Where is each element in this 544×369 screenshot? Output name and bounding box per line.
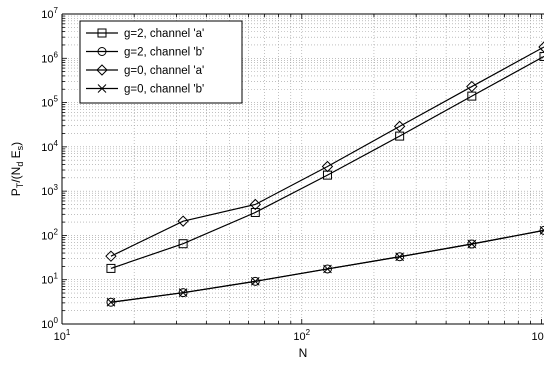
y-tick-label: 106 (41, 50, 58, 65)
data-point-diamond (177, 215, 189, 227)
series-line-2 (110, 46, 544, 257)
data-point-diamond (105, 250, 117, 262)
x-tick-label: 103 (532, 328, 544, 343)
series-markers (105, 41, 544, 307)
data-point-square (178, 239, 188, 249)
data-point-circle (178, 288, 188, 298)
data-point-x (106, 297, 116, 307)
data-point-square (250, 207, 260, 217)
legend-marker-square (97, 28, 107, 38)
y-tick-label: 102 (41, 227, 58, 242)
y-axis-label: PT​/(Nd​ Es​) (9, 142, 25, 196)
x-axis-label: N (299, 346, 308, 360)
data-point-circle (106, 297, 116, 307)
data-point-x (467, 239, 477, 249)
tick-labels: 100101102103104105106107101102103 (41, 6, 544, 343)
data-point-diamond (466, 80, 478, 93)
data-point-x (178, 288, 188, 298)
y-tick-label: 105 (41, 95, 58, 110)
data-point-x (395, 252, 405, 262)
data-point-x (539, 226, 544, 235)
y-tick-label: 100 (41, 316, 58, 331)
legend-box (79, 20, 243, 104)
legend-marker-circle (97, 47, 107, 56)
legend: g=2, channel 'a' g=2, channel 'b' g=0, cha… (79, 20, 243, 104)
data-point-circle (250, 276, 260, 286)
legend-entry-label: g=2, channel 'a' (124, 28, 204, 40)
series-line-0 (110, 55, 544, 269)
data-point-diamond (321, 160, 334, 173)
legend-entry-label: g=2, channel 'b' (124, 47, 204, 59)
data-point-circle (467, 239, 477, 249)
legend-marker-x (97, 84, 107, 93)
data-point-square (539, 51, 544, 61)
data-point-square (395, 131, 405, 141)
legend-marker-diamond (96, 64, 108, 76)
y-tick-label: 107 (41, 6, 58, 21)
y-tick-label: 103 (41, 183, 58, 198)
data-point-diamond (249, 198, 262, 211)
data-point-circle (322, 264, 332, 274)
axes (61, 13, 544, 325)
data-point-square (106, 263, 116, 273)
data-point-x (250, 276, 260, 286)
x-tick-label: 101 (54, 328, 71, 343)
data-point-circle (395, 252, 405, 262)
legend-entry-label: g=0, channel 'b' (124, 84, 204, 96)
data-point-diamond (393, 120, 406, 133)
legend-entry-label: g=0, channel 'a' (124, 65, 204, 77)
data-point-diamond (538, 41, 544, 53)
data-point-x (323, 264, 332, 274)
y-tick-label: 104 (41, 139, 58, 154)
x-tick-label: 102 (293, 328, 310, 343)
y-tick-label: 101 (41, 272, 58, 287)
data-point-circle (539, 225, 544, 235)
